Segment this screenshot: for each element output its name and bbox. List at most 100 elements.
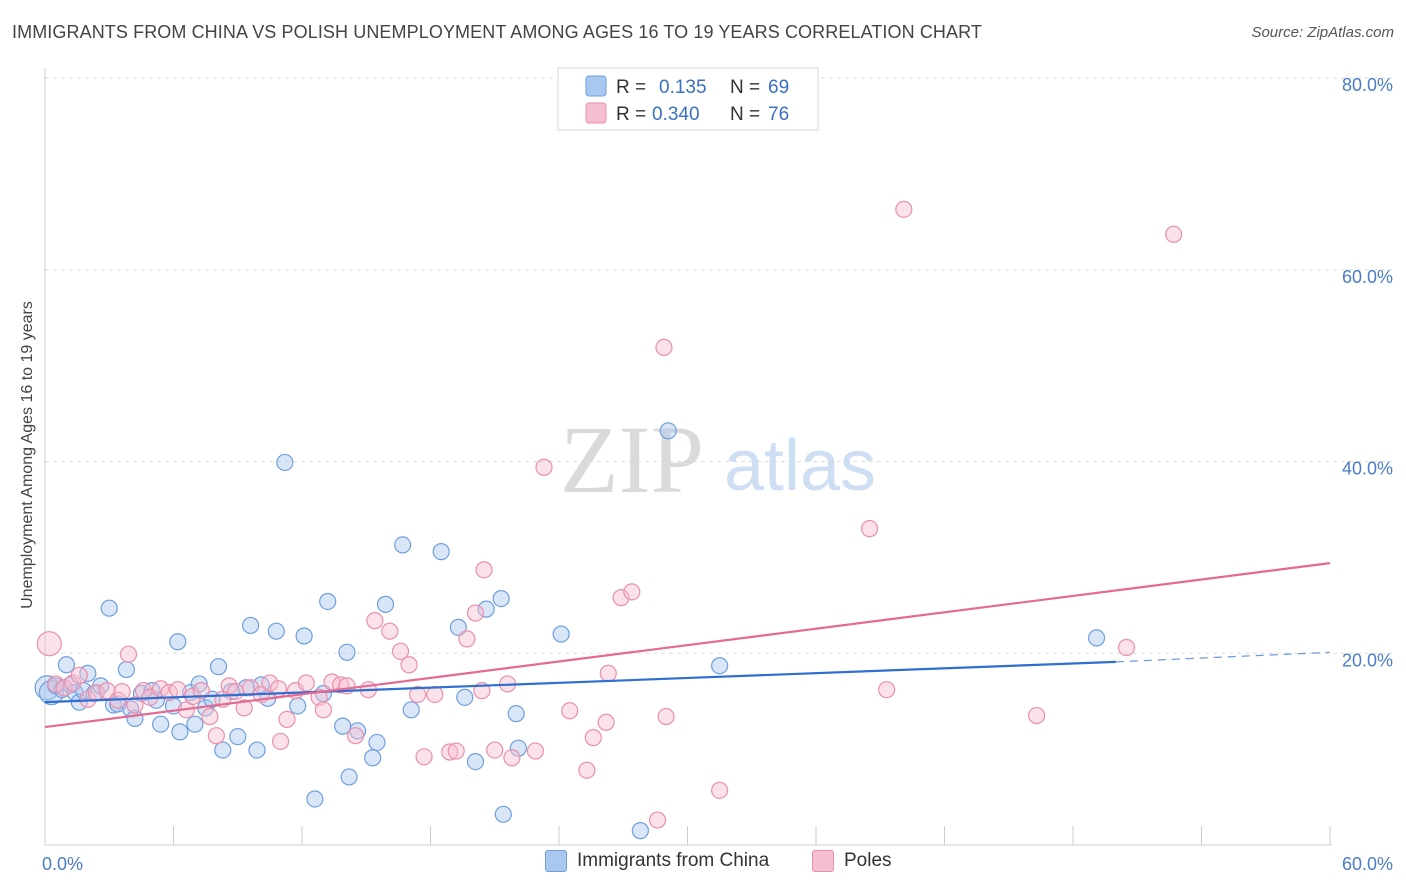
point-poles	[242, 679, 260, 697]
x-tick-label: 60.0%	[1342, 854, 1393, 874]
point-poles	[1117, 638, 1136, 657]
point-poles	[391, 642, 410, 660]
point-poles	[415, 748, 433, 766]
legend-r-label-poles: R =	[616, 104, 646, 125]
legend-n-value-poles: 76	[768, 104, 789, 125]
y-tick-label: 60.0%	[1342, 267, 1393, 287]
point-poles	[458, 630, 476, 648]
point-poles	[895, 200, 913, 218]
point-poles	[346, 727, 365, 745]
point-poles	[297, 674, 315, 692]
point-china	[364, 749, 382, 767]
watermark: ZIP atlas	[560, 406, 876, 513]
point-poles	[486, 741, 504, 759]
point-poles	[597, 713, 615, 731]
y-tick-label: 80.0%	[1342, 75, 1393, 95]
point-poles	[475, 561, 493, 579]
point-china	[376, 595, 395, 613]
point-poles	[227, 682, 245, 701]
point-poles	[271, 732, 290, 751]
point-china	[509, 739, 527, 757]
point-poles	[47, 675, 65, 693]
legend-item-poles: Poles	[812, 850, 892, 872]
point-china	[631, 822, 649, 840]
point-poles	[381, 622, 399, 640]
point-china	[295, 627, 313, 645]
chart-title: IMMIGRANTS FROM CHINA VS POLISH UNEMPLOY…	[12, 22, 983, 42]
point-china	[477, 600, 495, 618]
point-china	[1087, 629, 1106, 647]
point-poles	[584, 729, 602, 747]
point-china	[466, 752, 485, 771]
point-china	[319, 592, 337, 611]
point-poles	[535, 458, 553, 476]
point-poles	[599, 664, 617, 682]
point-poles	[409, 685, 427, 704]
point-poles	[426, 685, 444, 704]
point-poles	[192, 682, 210, 700]
legend-swatch-china	[585, 75, 607, 97]
point-poles	[36, 631, 62, 657]
point-poles	[711, 781, 729, 799]
trend-line-poles	[44, 562, 1331, 729]
point-china	[100, 599, 118, 617]
point-china	[209, 658, 228, 676]
point-china	[449, 618, 467, 636]
legend-swatch-poles	[585, 102, 607, 124]
point-china	[248, 741, 266, 759]
y-tick-label: 40.0%	[1342, 459, 1393, 479]
point-china	[394, 536, 412, 554]
point-poles	[113, 682, 131, 701]
point-china	[276, 453, 294, 472]
axes	[44, 68, 1332, 846]
point-poles	[55, 679, 73, 697]
point-china	[368, 733, 386, 752]
trend-line-china-extension	[1115, 651, 1331, 663]
watermark-zip: ZIP	[560, 406, 704, 513]
point-poles	[314, 701, 333, 719]
point-poles	[366, 612, 384, 630]
point-poles	[578, 761, 596, 779]
point-poles	[526, 742, 545, 760]
point-china	[214, 741, 232, 759]
point-poles	[70, 666, 88, 684]
point-china	[242, 616, 260, 635]
point-china	[169, 633, 187, 651]
point-poles	[220, 677, 238, 695]
point-poles	[207, 727, 225, 745]
point-poles	[119, 645, 138, 663]
legend-swatch-china-bottom	[545, 850, 567, 872]
point-poles	[655, 338, 673, 357]
legend-r-value-china: 0.135	[659, 77, 707, 98]
legend-n-label-poles: N =	[730, 104, 760, 125]
legend-r-label-china: R =	[616, 77, 646, 98]
legend-n-value-china: 69	[768, 77, 789, 98]
point-china	[152, 715, 170, 733]
legend-swatch-poles-bottom	[812, 850, 834, 872]
gridlines	[45, 77, 1392, 654]
point-china	[171, 723, 189, 741]
tick-labels: 20.0% 40.0% 60.0% 80.0% 0.0% 60.0%	[42, 75, 1393, 874]
point-poles	[612, 589, 630, 607]
point-poles	[1165, 225, 1183, 243]
point-poles	[447, 742, 465, 760]
point-china	[552, 625, 570, 643]
point-poles	[126, 696, 144, 714]
point-poles	[561, 702, 579, 720]
point-china	[711, 657, 729, 675]
point-poles	[860, 520, 879, 538]
legend-label-china: Immigrants from China	[577, 850, 770, 871]
point-poles	[278, 710, 296, 729]
point-china	[186, 715, 204, 733]
point-china	[267, 622, 285, 640]
point-poles	[98, 682, 116, 700]
series-poles-points	[36, 200, 1183, 829]
point-poles	[503, 749, 521, 767]
point-china	[306, 790, 324, 808]
trend-lines	[44, 562, 1331, 729]
point-poles	[466, 604, 485, 622]
point-china	[494, 805, 512, 823]
y-tick-label: 20.0%	[1342, 650, 1393, 670]
point-poles	[235, 699, 253, 717]
